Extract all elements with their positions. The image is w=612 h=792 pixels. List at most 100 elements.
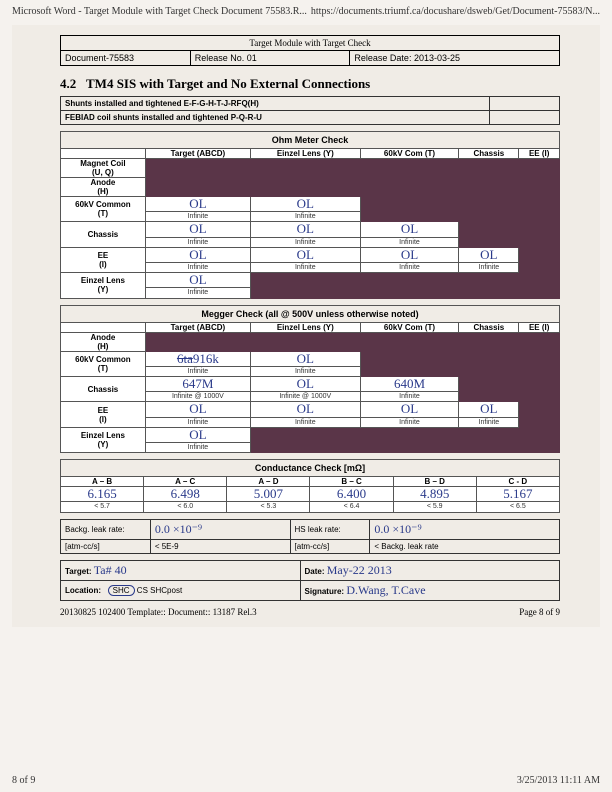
ohm-meter-table: Ohm Meter Check Target (ABCD)Einzel Lens… — [60, 131, 560, 299]
cond-col: A – D — [227, 477, 310, 487]
backg-val: 0.0 ×10⁻⁹ — [155, 522, 202, 536]
target-label: Target: — [65, 567, 92, 576]
cond-col: C - D — [476, 477, 559, 487]
blocked-cell — [459, 222, 519, 247]
blocked-cell — [519, 332, 560, 351]
row-label: Anode (H) — [61, 332, 146, 351]
col-head: Target (ABCD) — [145, 149, 250, 159]
value-cell: OLInfinite — [250, 402, 360, 427]
row-label: Einzel Lens (Y) — [61, 273, 146, 298]
blocked-cell — [519, 159, 560, 178]
value-cell: OLInfinite — [250, 247, 360, 272]
col-head: 60kV Com (T) — [360, 149, 459, 159]
cond-value: 4.895< 5.9 — [393, 487, 476, 512]
blocked-cell — [459, 332, 519, 351]
blocked-cell — [360, 351, 459, 376]
hs-label: HS leak rate: — [295, 525, 341, 534]
doc-header-table: Target Module with Target Check Document… — [60, 35, 560, 66]
blocked-cell — [519, 351, 560, 376]
backg-label: Backg. leak rate: — [65, 525, 125, 534]
col-head: Chassis — [459, 322, 519, 332]
location-label: Location: — [65, 586, 101, 595]
megger-title: Megger Check (all @ 500V unless otherwis… — [61, 305, 560, 322]
col-head: Einzel Lens (Y) — [250, 322, 360, 332]
value-cell: OLInfinite — [250, 222, 360, 247]
col-head: Target (ABCD) — [145, 322, 250, 332]
blocked-cell — [459, 178, 519, 197]
blocked-cell — [459, 159, 519, 178]
col-head: Einzel Lens (Y) — [250, 149, 360, 159]
value-cell: OLInfinite — [459, 247, 519, 272]
backg-unit: [atm-cc/s] — [65, 542, 100, 551]
blocked-cell — [360, 197, 459, 222]
blocked-cell — [360, 273, 459, 298]
hs-exp: < Backg. leak rate — [374, 542, 438, 551]
ohm-title: Ohm Meter Check — [61, 132, 560, 149]
location-option: SHCpost — [150, 586, 182, 595]
blocked-cell — [519, 427, 560, 452]
print-timestamp: 3/25/2013 11:11 AM — [517, 775, 600, 786]
blocked-cell — [519, 178, 560, 197]
release-no: Release No. 01 — [190, 51, 350, 66]
cond-value: 5.167< 6.5 — [476, 487, 559, 512]
conductance-table: Conductance Check [mΩ] A – BA – CA – DB … — [60, 459, 560, 512]
browser-title: Microsoft Word - Target Module with Targ… — [12, 6, 307, 17]
blocked-cell — [250, 159, 360, 178]
row-label: EE (I) — [61, 247, 146, 272]
value-cell: OLInfinite — [360, 247, 459, 272]
cond-col: B – D — [393, 477, 476, 487]
location-option: CS — [137, 586, 148, 595]
release-date: Release Date: 2013-03-25 — [350, 51, 560, 66]
hs-val: 0.0 ×10⁻⁹ — [374, 522, 421, 536]
info-table: Target: Ta# 40 Date: May-22 2013 Locatio… — [60, 560, 560, 601]
date-value: May-22 2013 — [327, 563, 392, 577]
cond-value: 6.165< 5.7 — [61, 487, 144, 512]
blocked-cell — [459, 273, 519, 298]
value-cell: OLInfinite — [145, 222, 250, 247]
value-cell: 640MInfinite — [360, 376, 459, 401]
row-label: Chassis — [61, 222, 146, 247]
doc-title: Target Module with Target Check — [61, 36, 560, 51]
col-head: EE (I) — [519, 149, 560, 159]
leak-table: Backg. leak rate: 0.0 ×10⁻⁹ HS leak rate… — [60, 519, 560, 554]
value-cell: OLInfinite — [145, 427, 250, 452]
cond-col: B – C — [310, 477, 393, 487]
blocked-cell — [145, 178, 250, 197]
value-cell: OLInfinite @ 1000V — [250, 376, 360, 401]
row-label: Chassis — [61, 376, 146, 401]
blocked-cell — [360, 427, 459, 452]
blocked-cell — [459, 427, 519, 452]
target-value: Ta# 40 — [94, 563, 127, 577]
row-label: EE (I) — [61, 402, 146, 427]
cond-value: 6.400< 6.4 — [310, 487, 393, 512]
backg-exp: < 5E-9 — [155, 542, 179, 551]
blocked-cell — [250, 427, 360, 452]
shunt-table: Shunts installed and tightened E-F-G-H-T… — [60, 96, 560, 125]
blocked-cell — [519, 376, 560, 401]
value-cell: OLInfinite — [360, 402, 459, 427]
section-title: 4.2 TM4 SIS with Target and No External … — [60, 76, 560, 92]
blocked-cell — [459, 197, 519, 222]
shunt-line1: Shunts installed and tightened E-F-G-H-T… — [61, 97, 490, 111]
shunt-line2: FEBIAD coil shunts installed and tighten… — [61, 111, 490, 125]
footer-right: Page 8 of 9 — [519, 607, 560, 617]
row-label: 60kV Common (T) — [61, 351, 146, 376]
blocked-cell — [519, 222, 560, 247]
col-head: 60kV Com (T) — [360, 322, 459, 332]
value-cell: OLInfinite — [145, 273, 250, 298]
blocked-cell — [459, 376, 519, 401]
megger-table: Megger Check (all @ 500V unless otherwis… — [60, 305, 560, 454]
blocked-cell — [145, 159, 250, 178]
blocked-cell — [519, 402, 560, 427]
value-cell: OLInfinite — [145, 197, 250, 222]
doc-number: Document-75583 — [61, 51, 191, 66]
location-option: SHC — [108, 585, 135, 596]
value-cell: 647MInfinite @ 1000V — [145, 376, 250, 401]
value-cell: 6ta916kInfinite — [145, 351, 250, 376]
row-label: Magnet Coil (U, Q) — [61, 159, 146, 178]
value-cell: OLInfinite — [145, 247, 250, 272]
browser-url: https://documents.triumf.ca/docushare/ds… — [311, 6, 600, 17]
blocked-cell — [360, 178, 459, 197]
hs-unit: [atm-cc/s] — [295, 542, 330, 551]
conductance-title: Conductance Check [mΩ] — [61, 460, 560, 477]
